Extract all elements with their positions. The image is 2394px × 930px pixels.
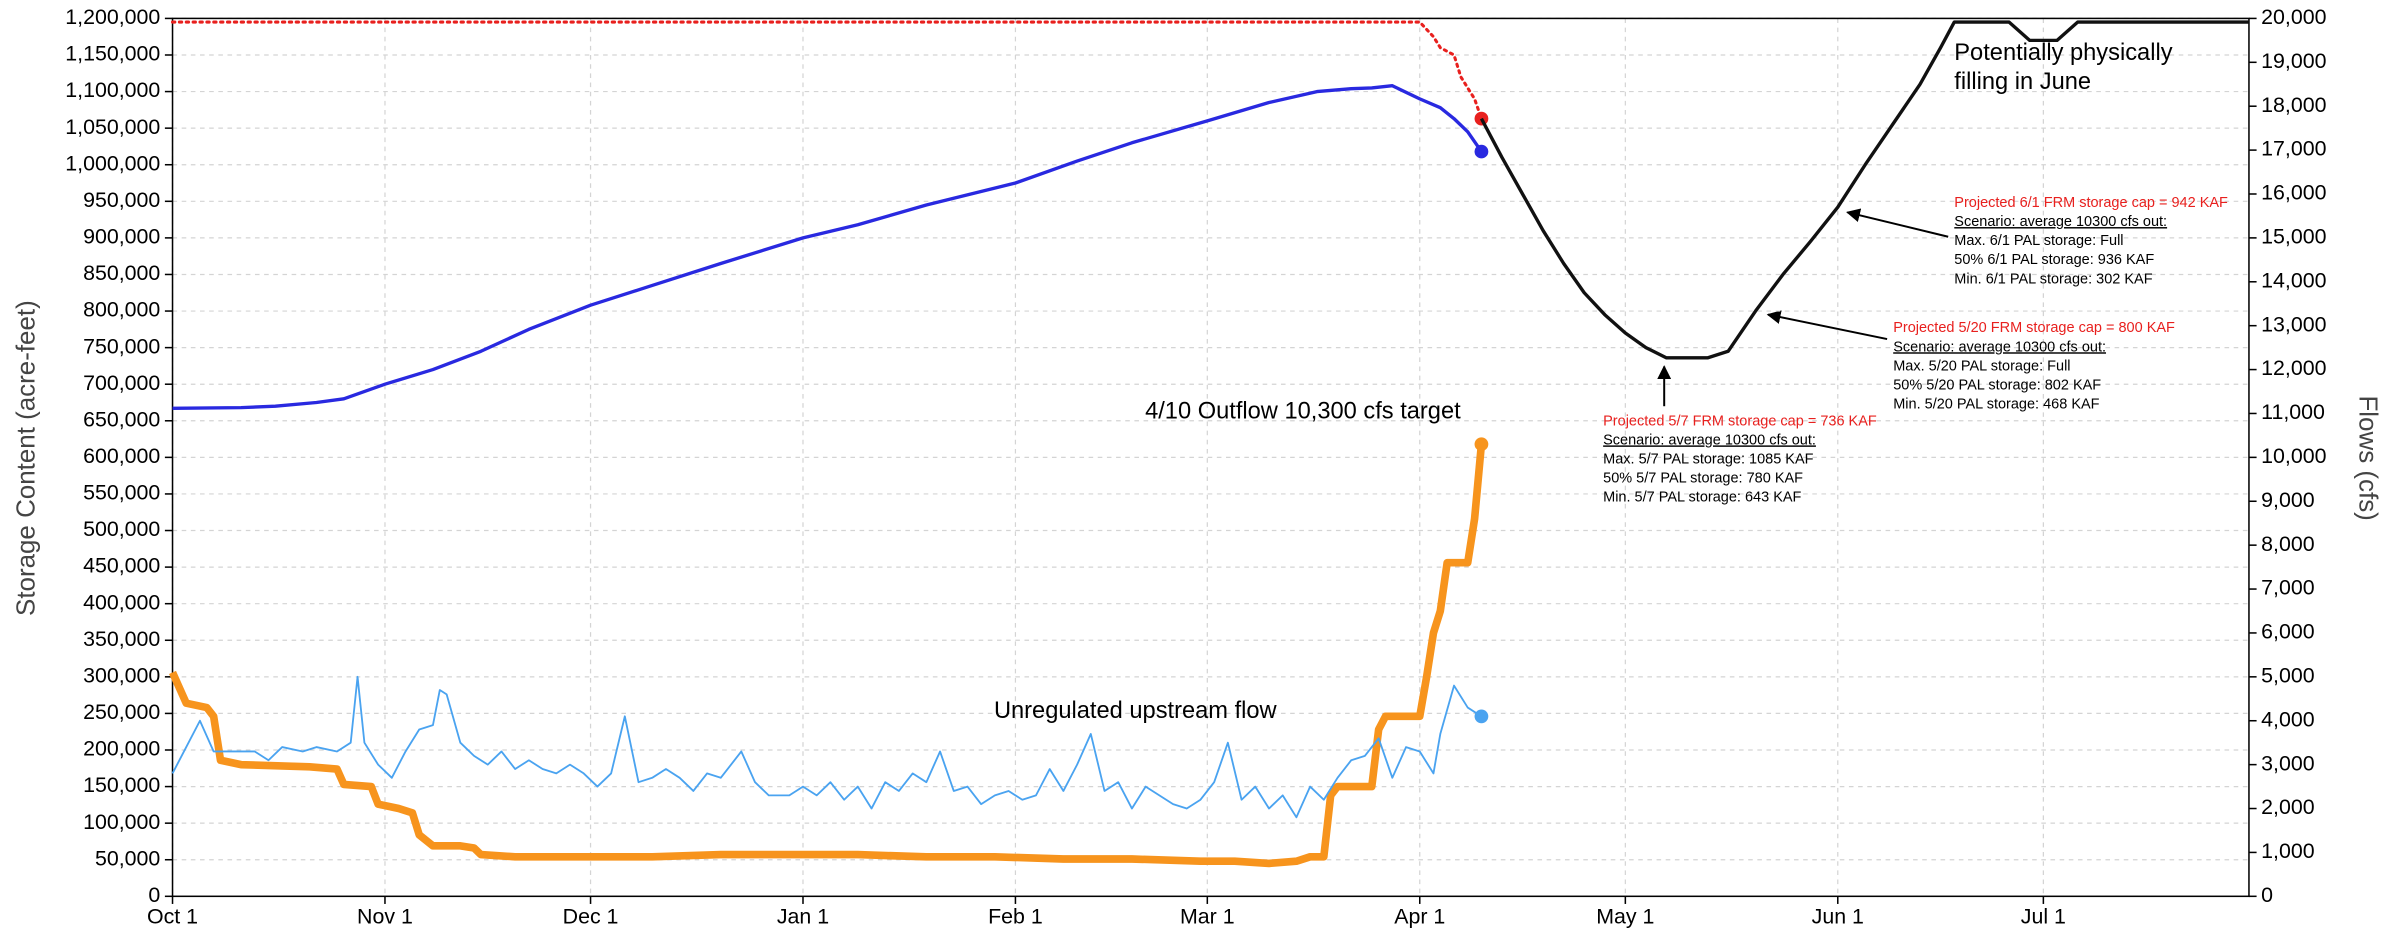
y2-tick-label: 18,000	[2261, 93, 2326, 117]
y-tick-label: 700,000	[83, 371, 160, 395]
note-line: Min. 6/1 PAL storage: 302 KAF	[1954, 271, 2152, 287]
note-line: 50% 6/1 PAL storage: 936 KAF	[1954, 252, 2154, 268]
y-tick-label: 850,000	[83, 261, 160, 285]
y-tick-label: 1,000,000	[65, 151, 160, 175]
series-line	[169, 443, 1486, 868]
note-title: Projected 5/7 FRM storage cap = 736 KAF	[1603, 413, 1877, 429]
y2-tick-label: 15,000	[2261, 225, 2326, 249]
x-tick-label: Mar 1	[1180, 904, 1235, 928]
y2-tick-label: 17,000	[2261, 137, 2326, 161]
y2-tick-label: 14,000	[2261, 268, 2326, 292]
arrow	[1846, 208, 1949, 238]
annotation: Potentially physically	[1954, 40, 2172, 66]
y-tick-label: 800,000	[83, 298, 160, 322]
y2-tick-label: 11,000	[2261, 400, 2325, 424]
y2-tick-label: 10,000	[2261, 444, 2326, 468]
note-line: Scenario: average 10300 cfs out:	[1603, 432, 1816, 448]
x-tick-label: May 1	[1596, 904, 1654, 928]
y2-tick-label: 20,000	[2261, 5, 2326, 29]
x-tick-label: Dec 1	[563, 904, 619, 928]
end-marker	[1474, 437, 1489, 452]
series-line	[171, 675, 1482, 819]
y2-tick-label: 12,000	[2261, 356, 2326, 380]
note-line: Scenario: average 10300 cfs out:	[1893, 339, 2106, 355]
y-tick-label: 550,000	[83, 481, 160, 505]
y-tick-label: 200,000	[83, 737, 160, 761]
y-tick-label: 1,050,000	[65, 115, 160, 139]
y-tick-label: 900,000	[83, 225, 160, 249]
y2-tick-label: 2,000	[2261, 795, 2315, 819]
series-line	[1479, 20, 2249, 360]
y-tick-label: 1,200,000	[65, 5, 160, 29]
y-tick-label: 1,100,000	[65, 78, 160, 102]
annotation: 4/10 Outflow 10,300 cfs target	[1145, 399, 1461, 425]
y-tick-label: 750,000	[83, 334, 160, 358]
y2-axis-title: Flows (cfs)	[2354, 395, 2382, 520]
x-tick-label: Jul 1	[2021, 904, 2066, 928]
x-tick-label: Apr 1	[1394, 904, 1445, 928]
note-line: Max. 5/7 PAL storage: 1085 KAF	[1603, 451, 1814, 467]
y-tick-label: 1,150,000	[65, 42, 160, 66]
y-axis-title: Storage Content (acre-feet)	[12, 300, 40, 616]
note-line: Max. 5/20 PAL storage: Full	[1893, 358, 2070, 374]
y2-tick-label: 7,000	[2261, 576, 2315, 600]
y-tick-label: 300,000	[83, 663, 160, 687]
series-line	[170, 20, 1483, 121]
y-tick-label: 250,000	[83, 700, 160, 724]
x-tick-label: Oct 1	[147, 904, 198, 928]
x-tick-label: Feb 1	[988, 904, 1043, 928]
y-tick-label: 350,000	[83, 627, 160, 651]
series-line	[172, 84, 1483, 411]
note-title: Projected 6/1 FRM storage cap = 942 KAF	[1954, 195, 2228, 211]
y2-tick-label: 0	[2261, 883, 2273, 907]
y-tick-label: 100,000	[83, 810, 160, 834]
y-tick-label: 50,000	[95, 846, 160, 870]
y2-tick-label: 1,000	[2261, 839, 2315, 863]
y2-tick-label: 5,000	[2261, 663, 2315, 687]
note-line: Scenario: average 10300 cfs out:	[1954, 214, 2167, 230]
arrow	[1766, 310, 1888, 341]
y2-tick-label: 19,000	[2261, 49, 2326, 73]
y-tick-label: 150,000	[83, 773, 160, 797]
y2-tick-label: 16,000	[2261, 181, 2326, 205]
y-tick-label: 500,000	[83, 517, 160, 541]
y2-tick-label: 6,000	[2261, 620, 2315, 644]
note-line: Max. 6/1 PAL storage: Full	[1954, 233, 2123, 249]
note-title: Projected 5/20 FRM storage cap = 800 KAF	[1893, 320, 2175, 336]
end-marker	[1474, 709, 1489, 724]
annotation: Unregulated upstream flow	[994, 698, 1278, 724]
annotation: filling in June	[1954, 69, 2091, 95]
note-line: 50% 5/20 PAL storage: 802 KAF	[1893, 377, 2101, 393]
y2-tick-label: 3,000	[2261, 751, 2315, 775]
plot-frame	[171, 17, 2250, 898]
x-tick-label: Jan 1	[777, 904, 829, 928]
y2-tick-label: 13,000	[2261, 312, 2326, 336]
y2-tick-label: 9,000	[2261, 488, 2315, 512]
end-marker	[1474, 111, 1489, 126]
note-line: Min. 5/20 PAL storage: 468 KAF	[1893, 397, 2099, 413]
note-line: Min. 5/7 PAL storage: 643 KAF	[1603, 490, 1801, 506]
y-tick-label: 400,000	[83, 590, 160, 614]
end-marker	[1474, 144, 1489, 159]
y-tick-label: 950,000	[83, 188, 160, 212]
y2-tick-label: 8,000	[2261, 532, 2315, 556]
y-tick-label: 0	[148, 883, 160, 907]
note-line: 50% 5/7 PAL storage: 780 KAF	[1603, 471, 1803, 487]
x-tick-label: Nov 1	[357, 904, 413, 928]
y-tick-label: 450,000	[83, 554, 160, 578]
y-tick-label: 600,000	[83, 444, 160, 468]
y2-tick-label: 4,000	[2261, 707, 2315, 731]
y-tick-label: 650,000	[83, 407, 160, 431]
x-tick-label: Jun 1	[1812, 904, 1864, 928]
